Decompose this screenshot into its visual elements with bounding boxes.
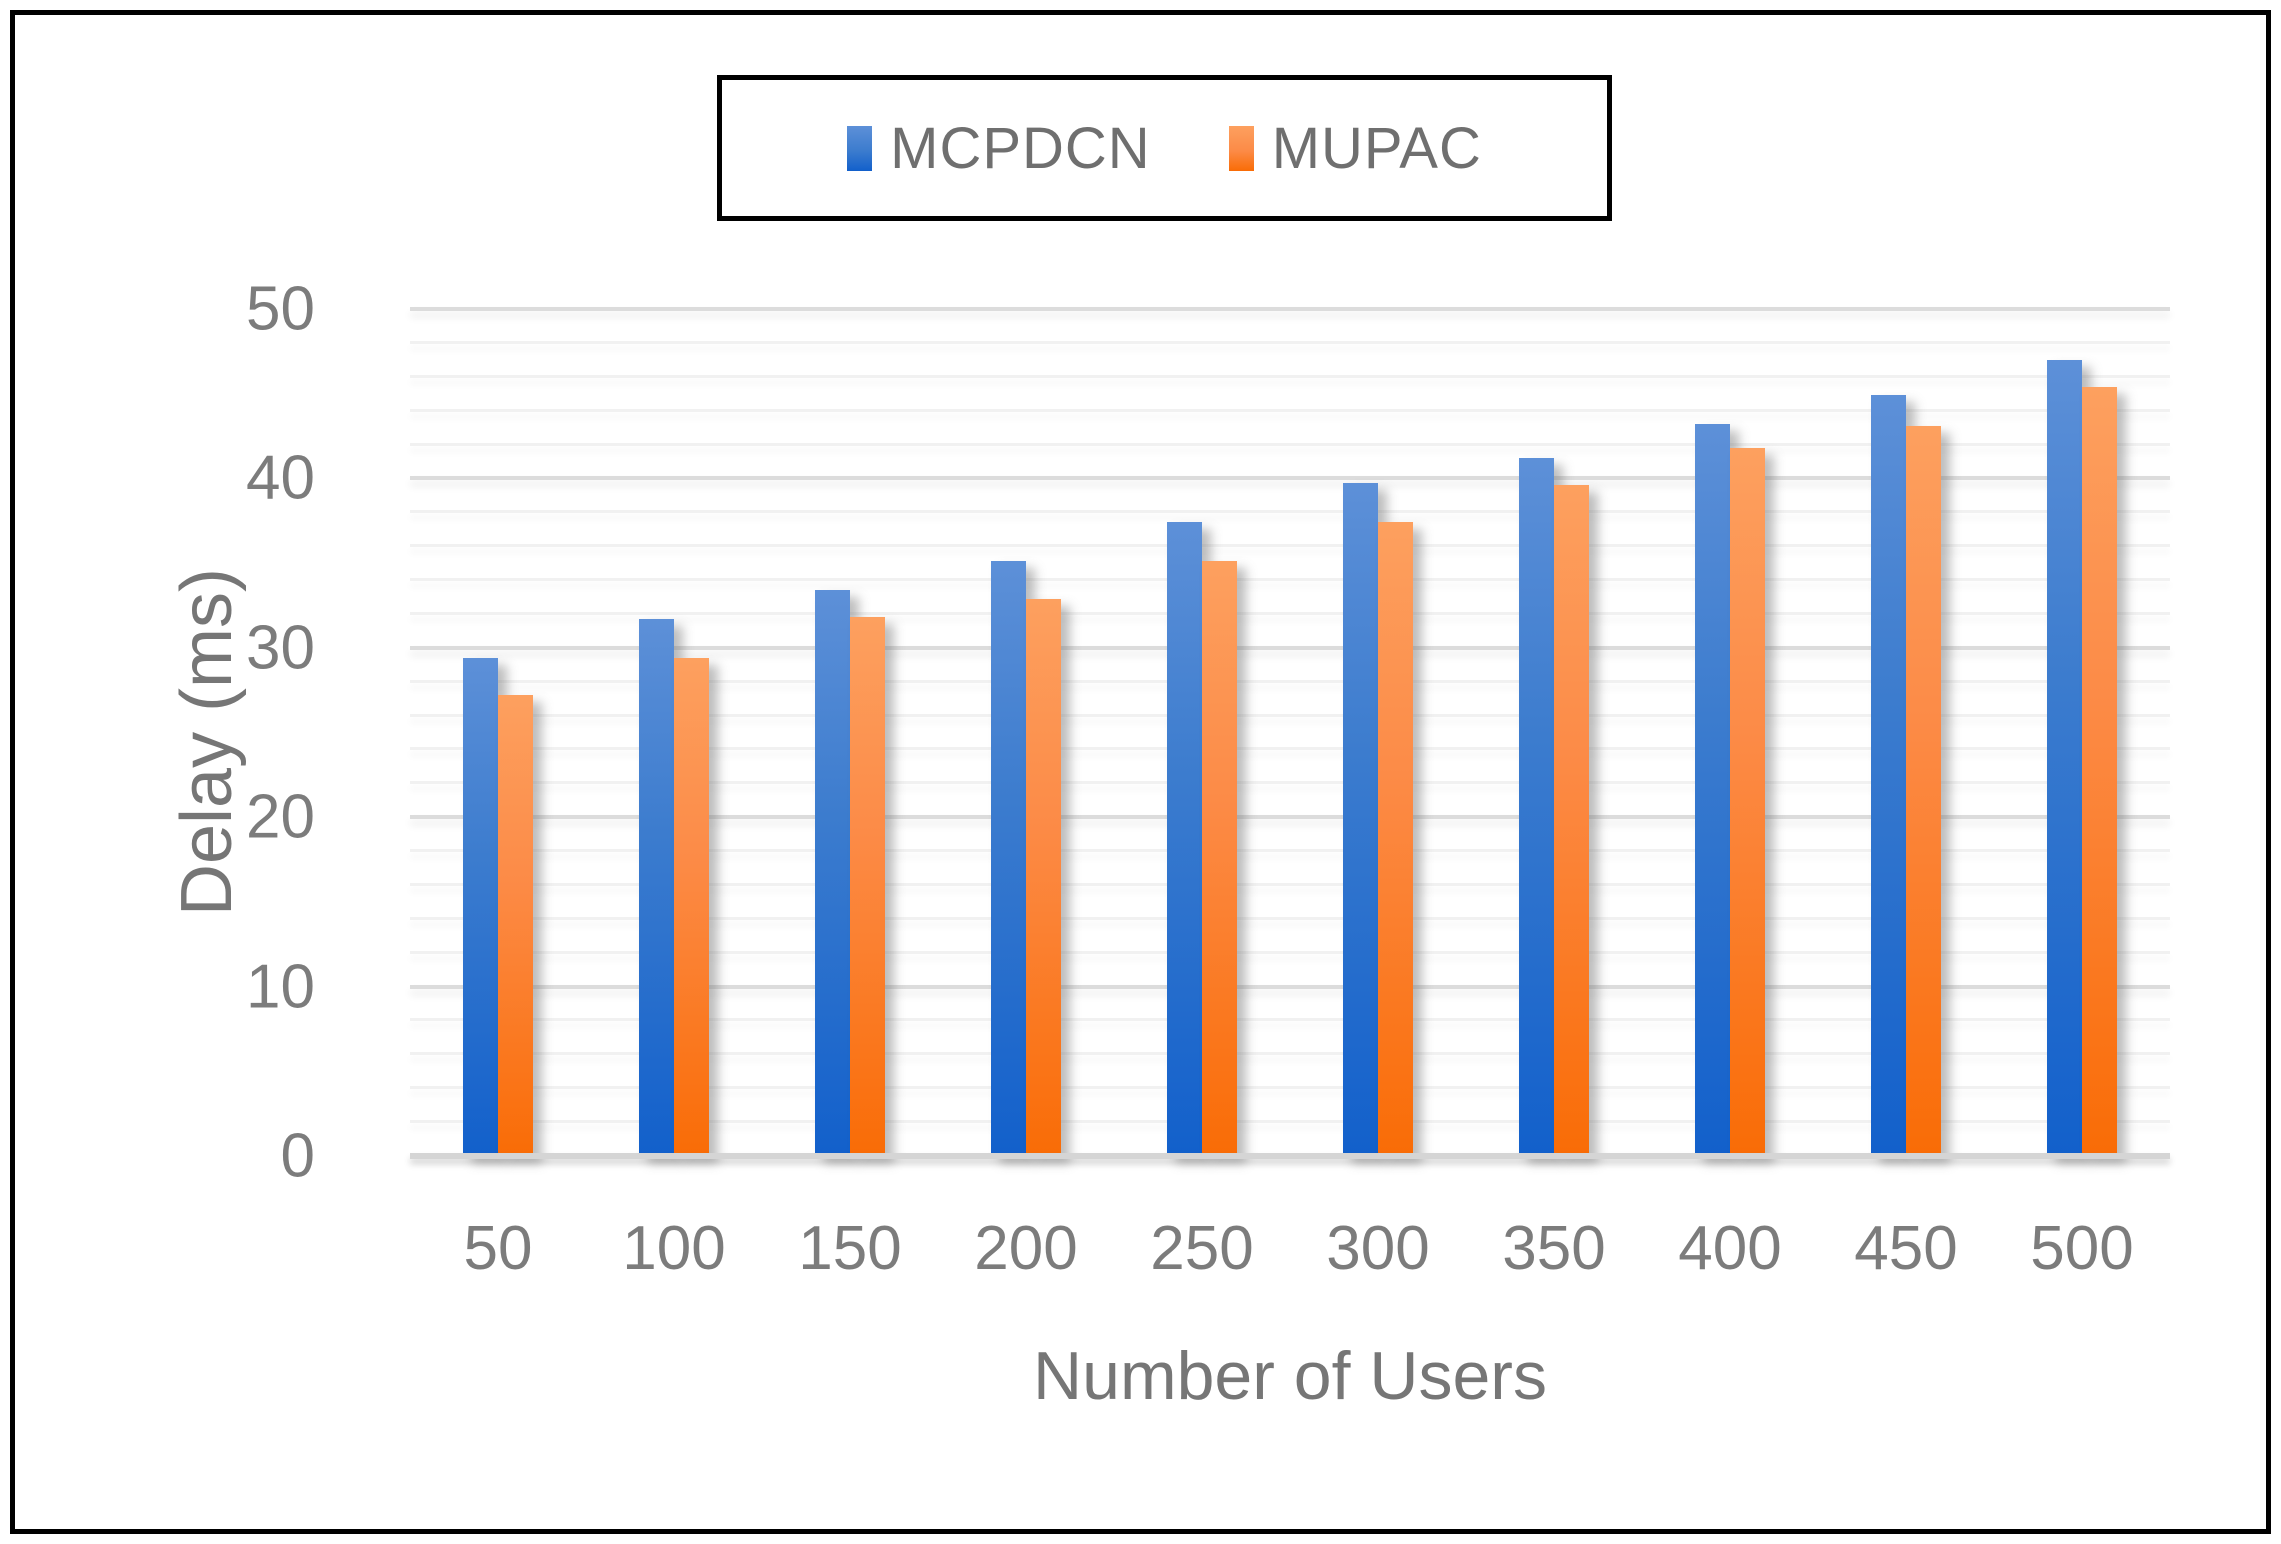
gridline-8 bbox=[410, 1018, 2170, 1022]
gridline-12 bbox=[410, 950, 2170, 954]
gridline-14 bbox=[410, 916, 2170, 920]
y-tick-label-50: 50 bbox=[246, 274, 315, 344]
legend-item-mupac: MUPAC bbox=[1228, 115, 1482, 182]
mupac-series-swatch-icon bbox=[1228, 125, 1254, 171]
gridline-36 bbox=[410, 544, 2170, 548]
bar-mcpdcn-100 bbox=[639, 619, 674, 1156]
x-tick-label-100: 100 bbox=[622, 1214, 726, 1283]
gridline-24 bbox=[410, 747, 2170, 751]
x-tick-label-350: 350 bbox=[1502, 1214, 1606, 1283]
y-tick-label-20: 20 bbox=[246, 782, 315, 852]
x-tick-label-300: 300 bbox=[1326, 1214, 1430, 1283]
legend: MCPDCN MUPAC bbox=[717, 75, 1612, 221]
bar-mupac-200 bbox=[1026, 598, 1061, 1156]
x-tick-label-400: 400 bbox=[1678, 1214, 1782, 1283]
x-tick-label-250: 250 bbox=[1150, 1214, 1254, 1283]
chart-figure: MCPDCN MUPAC Number of Users Delay (ms) … bbox=[10, 10, 2271, 1534]
bar-mcpdcn-250 bbox=[1167, 522, 1202, 1156]
gridline-2 bbox=[410, 1120, 2170, 1124]
gridline-38 bbox=[410, 510, 2170, 514]
gridline-18 bbox=[410, 849, 2170, 853]
gridline-10 bbox=[410, 984, 2170, 989]
y-tick-label-30: 30 bbox=[246, 613, 315, 683]
gridline-42 bbox=[410, 442, 2170, 446]
bar-mupac-500 bbox=[2082, 386, 2117, 1156]
bar-mcpdcn-500 bbox=[2047, 359, 2082, 1156]
bar-mupac-100 bbox=[674, 657, 709, 1156]
plot-area bbox=[410, 307, 2170, 1159]
bar-mcpdcn-200 bbox=[991, 561, 1026, 1156]
gridline-32 bbox=[410, 611, 2170, 615]
gridline-46 bbox=[410, 374, 2170, 378]
gridline-48 bbox=[410, 340, 2170, 344]
x-tick-label-50: 50 bbox=[463, 1214, 533, 1283]
gridline-16 bbox=[410, 882, 2170, 886]
bar-mupac-300 bbox=[1378, 522, 1413, 1156]
bar-mcpdcn-350 bbox=[1519, 458, 1554, 1156]
x-axis-line bbox=[410, 1153, 2170, 1159]
x-tick-label-200: 200 bbox=[974, 1214, 1078, 1283]
legend-item-mcpdcn: MCPDCN bbox=[847, 115, 1151, 182]
bar-mupac-450 bbox=[1906, 425, 1941, 1156]
bar-mupac-50 bbox=[498, 695, 533, 1156]
x-tick-label-500: 500 bbox=[2030, 1214, 2134, 1283]
gridline-6 bbox=[410, 1052, 2170, 1056]
gridline-50 bbox=[410, 307, 2170, 311]
mcpdcn-series-swatch-icon bbox=[847, 125, 873, 171]
x-tick-label-150: 150 bbox=[798, 1214, 902, 1283]
gridline-34 bbox=[410, 578, 2170, 582]
gridline-28 bbox=[410, 679, 2170, 683]
bar-mcpdcn-300 bbox=[1343, 483, 1378, 1156]
gridline-4 bbox=[410, 1086, 2170, 1090]
y-tick-label-0: 0 bbox=[280, 1121, 315, 1191]
legend-label-mupac: MUPAC bbox=[1271, 115, 1482, 181]
bar-mcpdcn-150 bbox=[815, 590, 850, 1156]
gridline-40 bbox=[410, 476, 2170, 481]
bar-mcpdcn-50 bbox=[463, 657, 498, 1156]
gridline-30 bbox=[410, 645, 2170, 650]
bar-mupac-150 bbox=[850, 617, 885, 1156]
legend-label-mcpdcn: MCPDCN bbox=[890, 115, 1151, 181]
bar-mupac-350 bbox=[1554, 485, 1589, 1156]
x-axis-title: Number of Users bbox=[1033, 1338, 1547, 1414]
x-tick-label-450: 450 bbox=[1854, 1214, 1958, 1283]
gridline-26 bbox=[410, 713, 2170, 717]
y-tick-label-10: 10 bbox=[246, 952, 315, 1022]
bar-mcpdcn-400 bbox=[1695, 424, 1730, 1156]
bar-mupac-400 bbox=[1730, 447, 1765, 1156]
gridline-20 bbox=[410, 815, 2170, 820]
y-tick-label-40: 40 bbox=[246, 443, 315, 513]
gridline-22 bbox=[410, 781, 2170, 785]
bar-mupac-250 bbox=[1202, 561, 1237, 1156]
gridline-44 bbox=[410, 408, 2170, 412]
bar-mcpdcn-450 bbox=[1871, 395, 1906, 1156]
